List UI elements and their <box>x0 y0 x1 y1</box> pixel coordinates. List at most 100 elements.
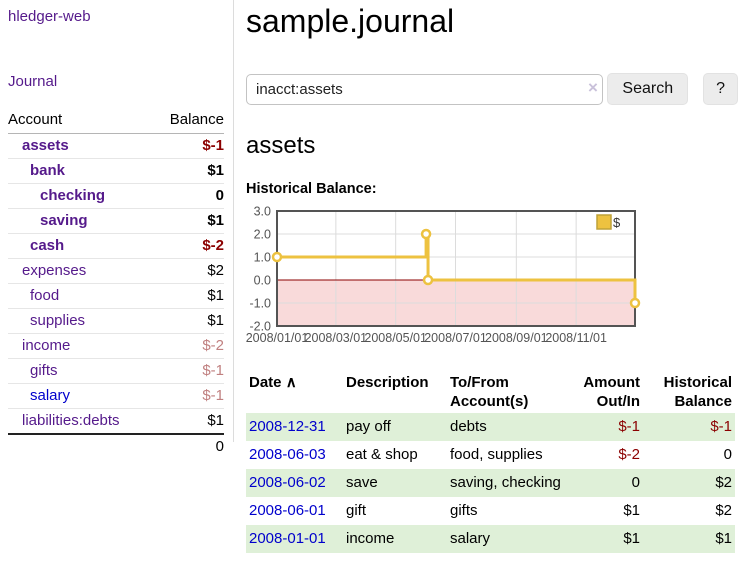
account-balance: $-2 <box>153 333 224 359</box>
register-header-accounts[interactable]: To/From Account(s) <box>450 374 529 410</box>
register-header-description[interactable]: Description <box>346 374 429 391</box>
account-row: food $1 <box>8 283 224 309</box>
sidebar: hledger-web Journal Account Balance asse… <box>0 0 234 459</box>
account-row: gifts $-1 <box>8 358 224 384</box>
search-input[interactable] <box>246 73 604 105</box>
register-table: Date ∧ Description To/From Account(s) Am… <box>246 371 735 553</box>
transaction-amount: 0 <box>565 469 643 497</box>
main-content: sample.journal × Search ? assets Histori… <box>246 0 738 553</box>
register-header-amount[interactable]: Amount Out/In <box>583 374 640 410</box>
accounts-header-balance: Balance <box>153 108 224 134</box>
x-tick-label: 2008/09/01 <box>485 331 548 345</box>
account-row: salary $-1 <box>8 383 224 409</box>
transaction-accounts: gifts <box>450 502 478 519</box>
account-link-saving[interactable]: saving <box>40 212 88 229</box>
y-tick-label: -2.0 <box>249 320 271 334</box>
transaction-amount: $1 <box>623 502 640 519</box>
transaction-description: income <box>343 525 447 553</box>
transaction-amount: $-1 <box>565 413 643 441</box>
transaction-date-link[interactable]: 2008-06-02 <box>249 474 326 491</box>
transaction-date-link[interactable]: 2008-06-03 <box>249 446 326 463</box>
page-title: sample.journal <box>246 3 455 39</box>
account-row: income $-2 <box>8 333 224 359</box>
y-tick-label: 2.0 <box>254 228 271 242</box>
transaction-amount: $1 <box>565 525 643 553</box>
account-balance: $1 <box>153 158 224 184</box>
accounts-header-account: Account <box>8 108 154 134</box>
sidebar-item-journal[interactable]: Journal <box>8 73 58 90</box>
account-title: assets <box>246 132 316 159</box>
transaction-row: 2008-06-03 eat & shop food, supplies $-2 0 <box>246 441 735 469</box>
sort-ascending-icon: ∧ <box>285 374 297 391</box>
accounts-table: Account Balance assets $-1 bank $1 checking 0… <box>8 108 224 459</box>
account-balance: $-2 <box>153 233 224 259</box>
account-link-expenses[interactable]: expenses <box>22 262 87 279</box>
transaction-accounts: salary <box>447 525 565 553</box>
app-title-link[interactable]: hledger-web <box>8 8 91 25</box>
transaction-description: gift <box>346 502 367 519</box>
transaction-row: 2008-12-31 pay off debts $-1 $-1 <box>246 413 735 441</box>
account-balance: $1 <box>153 208 224 234</box>
legend-swatch <box>596 214 612 230</box>
data-point-marker <box>420 228 432 240</box>
transaction-accounts: debts <box>447 413 565 441</box>
account-link-liabilities-debts[interactable]: liabilities:debts <box>22 412 120 429</box>
x-tick-label: 2008/07/01 <box>424 331 487 345</box>
account-row: bank $1 <box>8 158 224 184</box>
account-balance: $1 <box>153 283 224 309</box>
search-button[interactable]: Search <box>607 73 689 105</box>
register-header-date[interactable]: Date ∧ <box>246 371 343 413</box>
account-row: cash $-2 <box>8 233 224 259</box>
transaction-row: 2008-01-01 income salary $1 $1 <box>246 525 735 553</box>
transaction-accounts: food, supplies <box>450 446 543 463</box>
account-link-gifts[interactable]: gifts <box>30 362 58 379</box>
transaction-description: pay off <box>343 413 447 441</box>
accounts-total-row: 0 <box>8 433 224 459</box>
x-tick-label: 2008/03/01 <box>305 331 368 345</box>
account-link-food[interactable]: food <box>30 287 60 304</box>
account-link-supplies[interactable]: supplies <box>30 312 86 329</box>
x-tick-label: 2008/01/01 <box>246 331 309 345</box>
account-row: supplies $1 <box>8 308 224 334</box>
transaction-amount: $-2 <box>618 446 640 463</box>
transaction-balance: $-1 <box>643 413 735 441</box>
transaction-date-link[interactable]: 2008-06-01 <box>249 502 326 519</box>
account-row: assets $-1 <box>8 134 224 159</box>
transaction-row: 2008-06-01 gift gifts $1 $2 <box>246 497 735 525</box>
data-point-marker <box>629 297 641 309</box>
account-balance: $1 <box>153 308 224 334</box>
account-row: expenses $2 <box>8 258 224 284</box>
transaction-date-link[interactable]: 2008-01-01 <box>249 530 326 547</box>
account-link-checking[interactable]: checking <box>40 187 106 204</box>
accounts-table-body: assets $-1 bank $1 checking 0 saving $1 cash $-2 e… <box>8 134 224 434</box>
data-point-marker <box>422 274 434 286</box>
account-link-salary[interactable]: salary <box>30 387 71 404</box>
transaction-date-link[interactable]: 2008-12-31 <box>249 418 326 435</box>
account-balance: $2 <box>153 258 224 284</box>
chart-label: Historical Balance: <box>246 181 377 197</box>
account-link-assets[interactable]: assets <box>22 137 69 154</box>
account-link-bank[interactable]: bank <box>30 162 66 179</box>
account-balance: $1 <box>153 408 224 434</box>
legend-label: $ <box>613 215 621 230</box>
account-balance: $-1 <box>153 358 224 384</box>
transaction-balance: $2 <box>715 502 732 519</box>
transaction-accounts: saving, checking <box>447 469 565 497</box>
historical-balance-chart: 3.0 2.0 1.0 0.0 -1.0 -2.02008/01/012008/03/01… <box>246 205 641 345</box>
account-link-cash[interactable]: cash <box>30 237 65 254</box>
accounts-total-value: 0 <box>153 433 224 459</box>
account-link-income[interactable]: income <box>22 337 71 354</box>
y-tick-label: -1.0 <box>249 297 271 311</box>
y-tick-label: 3.0 <box>254 205 271 219</box>
transaction-balance: $2 <box>643 469 735 497</box>
help-button[interactable]: ? <box>703 73 738 105</box>
register-header-balance[interactable]: Historical Balance <box>663 374 732 410</box>
transaction-row: 2008-06-02 save saving, checking 0 $2 <box>246 469 735 497</box>
y-tick-label: 0.0 <box>254 274 271 288</box>
clear-search-icon[interactable]: × <box>588 78 598 97</box>
x-tick-label: 2008/11/01 <box>545 331 607 345</box>
transaction-balance: 0 <box>723 446 732 463</box>
search-bar: × Search ? <box>246 73 738 105</box>
y-tick-label: 1.0 <box>254 251 271 265</box>
plot-border <box>276 210 636 327</box>
